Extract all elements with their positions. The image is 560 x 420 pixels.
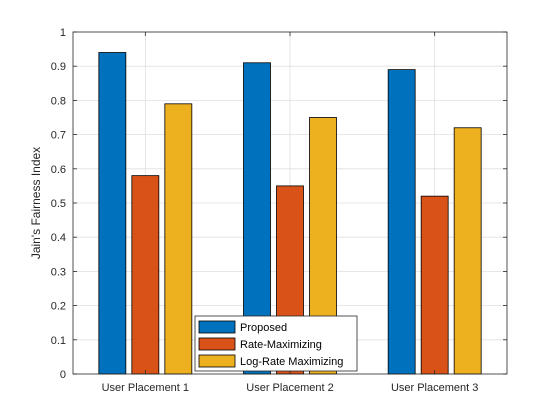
y-tick-label: 0.4	[51, 232, 66, 244]
legend-entry-label: Log-Rate Maximizing	[240, 356, 343, 368]
legend-swatch	[198, 354, 236, 368]
y-tick-label: 0.6	[51, 164, 66, 176]
legend-swatch	[198, 337, 236, 351]
axis-ticks	[73, 31, 507, 375]
bar-proposed	[98, 52, 127, 375]
legend: Proposed Rate-Maximizing Log-Rate Maximizi…	[194, 315, 358, 372]
y-tick-label: 0.5	[51, 198, 66, 210]
bar-rate-maximizing	[420, 195, 449, 375]
y-tick-label: 0.2	[51, 301, 66, 313]
bar-log-rate-maximizing	[164, 103, 193, 375]
x-tick-label: User Placement 1	[102, 382, 189, 394]
y-tick-label: 0.8	[51, 95, 66, 107]
y-tick-label: 0.7	[51, 130, 66, 142]
y-tick-label: 0.1	[51, 335, 66, 347]
y-axis-label: Jain's Fairness Index	[29, 147, 43, 259]
y-tick-label: 0.9	[51, 61, 66, 73]
bar-proposed	[387, 69, 416, 375]
x-tick-label: User Placement 2	[246, 382, 333, 394]
y-tick-label: 0.3	[51, 266, 66, 278]
legend-entry-label: Proposed	[240, 322, 287, 334]
bar-log-rate-maximizing	[453, 127, 482, 375]
y-tick-labels: 0 0.1 0.2 0.3 0.4 0.5 0.6 0.7 0.8 0.9 1	[51, 27, 66, 381]
x-tick-label: User Placement 3	[391, 382, 478, 394]
legend-entry-label: Rate-Maximizing	[240, 339, 322, 351]
bar-rate-maximizing	[131, 175, 160, 375]
x-tick-labels: User Placement 1 User Placement 2 User Pla…	[102, 382, 479, 394]
y-tick-label: 0	[60, 369, 66, 381]
legend-swatch	[198, 320, 236, 334]
y-tick-label: 1	[60, 27, 66, 39]
bars	[98, 52, 482, 375]
